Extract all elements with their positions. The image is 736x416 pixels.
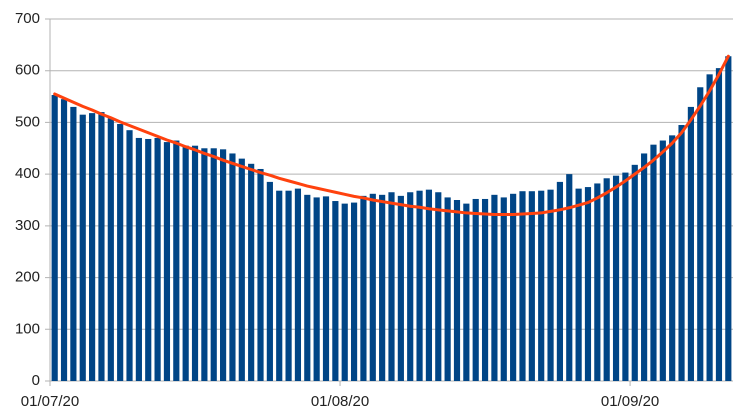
bar bbox=[70, 106, 77, 382]
y-tick-label: 500 bbox=[15, 113, 40, 130]
bar bbox=[388, 192, 395, 381]
bar bbox=[163, 142, 171, 381]
bar bbox=[472, 198, 479, 381]
bar bbox=[60, 99, 68, 382]
bar bbox=[360, 195, 367, 381]
bar bbox=[294, 188, 302, 381]
bar bbox=[285, 190, 292, 381]
bar bbox=[210, 148, 217, 381]
bar bbox=[416, 190, 423, 381]
bar bbox=[669, 135, 676, 381]
bar bbox=[201, 148, 208, 381]
bar bbox=[304, 194, 311, 381]
bar bbox=[425, 189, 433, 381]
bar bbox=[322, 196, 330, 381]
bar bbox=[397, 195, 404, 381]
bar bbox=[622, 172, 629, 381]
bar bbox=[584, 187, 592, 381]
bar bbox=[126, 130, 133, 381]
bar bbox=[98, 112, 105, 381]
bar bbox=[229, 153, 236, 381]
bar bbox=[538, 190, 545, 381]
bar bbox=[154, 137, 161, 381]
bar bbox=[407, 192, 414, 381]
bar bbox=[238, 158, 245, 381]
bar bbox=[603, 178, 610, 381]
bar bbox=[641, 153, 648, 381]
bar bbox=[556, 181, 563, 381]
bar bbox=[276, 190, 283, 381]
bar bbox=[715, 68, 723, 381]
bar bbox=[117, 123, 124, 381]
bar bbox=[594, 183, 601, 381]
bar bbox=[566, 174, 573, 381]
bar bbox=[500, 197, 507, 381]
x-tick-label: 01/07/20 bbox=[21, 393, 79, 410]
bar bbox=[51, 95, 58, 382]
bar bbox=[350, 202, 358, 381]
bar bbox=[379, 194, 386, 381]
x-tick-label: 01/09/20 bbox=[601, 393, 659, 410]
y-tick-label: 300 bbox=[15, 217, 40, 234]
bar bbox=[547, 189, 554, 381]
bar bbox=[650, 144, 657, 381]
bar bbox=[191, 145, 199, 381]
bar bbox=[79, 114, 86, 382]
bar bbox=[313, 197, 320, 381]
bar bbox=[687, 106, 694, 382]
bar bbox=[444, 197, 451, 381]
bar bbox=[631, 164, 638, 381]
bar bbox=[145, 138, 152, 381]
y-tick-label: 200 bbox=[15, 269, 40, 286]
y-tick-label: 400 bbox=[15, 165, 40, 182]
bar bbox=[491, 194, 498, 381]
bar bbox=[612, 175, 620, 381]
bar bbox=[89, 113, 96, 382]
bar bbox=[435, 192, 442, 381]
bar bbox=[659, 140, 666, 381]
bar bbox=[107, 118, 114, 381]
bar bbox=[369, 193, 376, 381]
bar bbox=[266, 181, 273, 381]
bar bbox=[453, 200, 461, 381]
bar bbox=[510, 193, 517, 381]
bar bbox=[519, 191, 526, 381]
y-tick-label: 600 bbox=[15, 62, 40, 79]
bar bbox=[257, 168, 264, 381]
bar bbox=[135, 137, 142, 381]
y-tick-label: 100 bbox=[15, 320, 40, 337]
bar bbox=[248, 163, 255, 381]
y-tick-label: 700 bbox=[15, 10, 40, 27]
bar bbox=[678, 125, 685, 381]
bar bbox=[173, 140, 180, 381]
bar bbox=[481, 198, 489, 381]
bar bbox=[182, 145, 189, 381]
bar bbox=[528, 191, 535, 381]
bar bbox=[463, 203, 470, 381]
bar bbox=[697, 87, 704, 382]
bar bbox=[341, 203, 348, 381]
y-tick-label: 0 bbox=[32, 372, 40, 389]
bar bbox=[725, 56, 732, 382]
x-tick-label: 01/08/20 bbox=[311, 393, 369, 410]
bar bbox=[332, 201, 339, 381]
bar bbox=[220, 149, 227, 381]
bar bbox=[706, 74, 713, 381]
bar bbox=[575, 188, 582, 381]
trend-line bbox=[53, 54, 730, 216]
